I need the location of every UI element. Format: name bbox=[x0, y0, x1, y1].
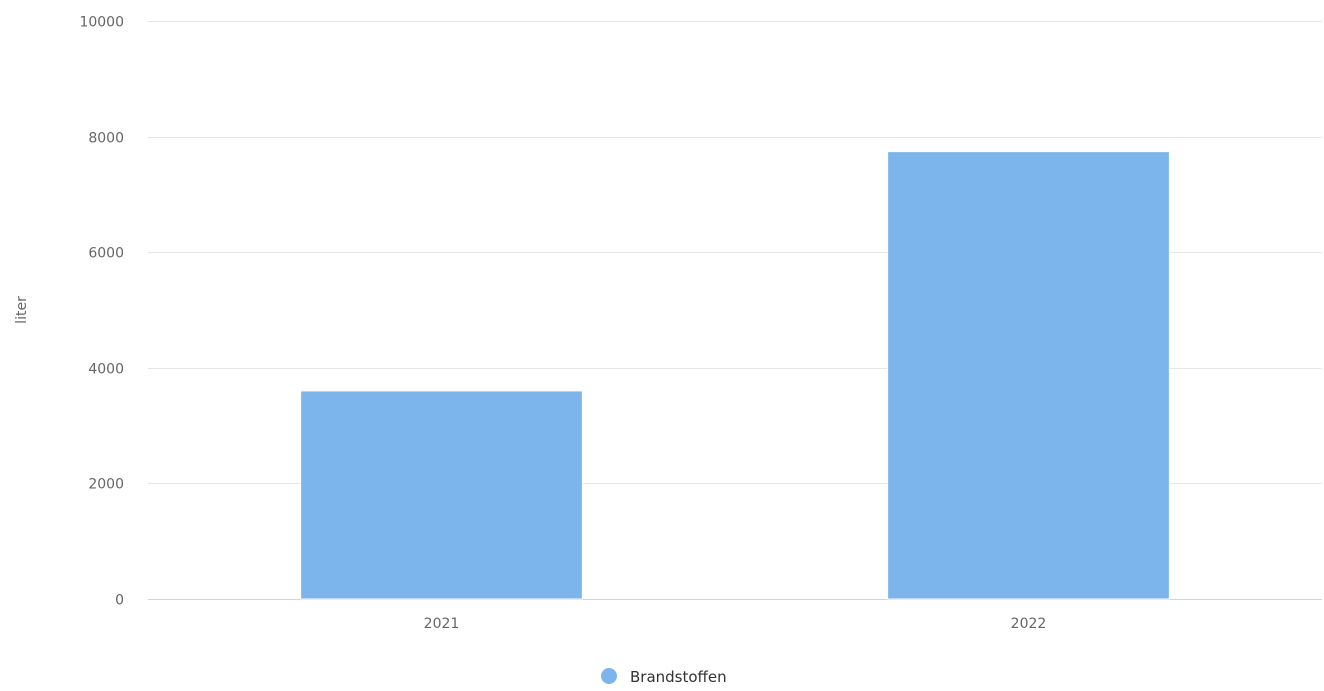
bar-2022[interactable] bbox=[887, 151, 1170, 600]
x-axis-ticks: 2021 2022 bbox=[424, 616, 1047, 632]
y-tick-label: 8000 bbox=[88, 131, 124, 147]
legend[interactable]: Brandstoffen bbox=[601, 668, 727, 686]
x-tick-label: 2022 bbox=[1011, 616, 1047, 632]
y-axis-ticks: 0 2000 4000 6000 8000 10000 bbox=[79, 15, 124, 609]
y-tick-label: 10000 bbox=[79, 15, 124, 31]
y-axis-title: liter bbox=[14, 296, 30, 324]
bar-2021[interactable] bbox=[300, 390, 583, 600]
y-tick-label: 6000 bbox=[88, 246, 124, 262]
y-tick-label: 4000 bbox=[88, 362, 124, 378]
y-tick-label: 0 bbox=[115, 593, 124, 609]
legend-item-brandstoffen[interactable]: Brandstoffen bbox=[630, 668, 727, 686]
legend-swatch-icon bbox=[601, 668, 617, 684]
y-tick-label: 2000 bbox=[88, 477, 124, 493]
bars bbox=[300, 151, 1170, 600]
x-tick-label: 2021 bbox=[424, 616, 460, 632]
